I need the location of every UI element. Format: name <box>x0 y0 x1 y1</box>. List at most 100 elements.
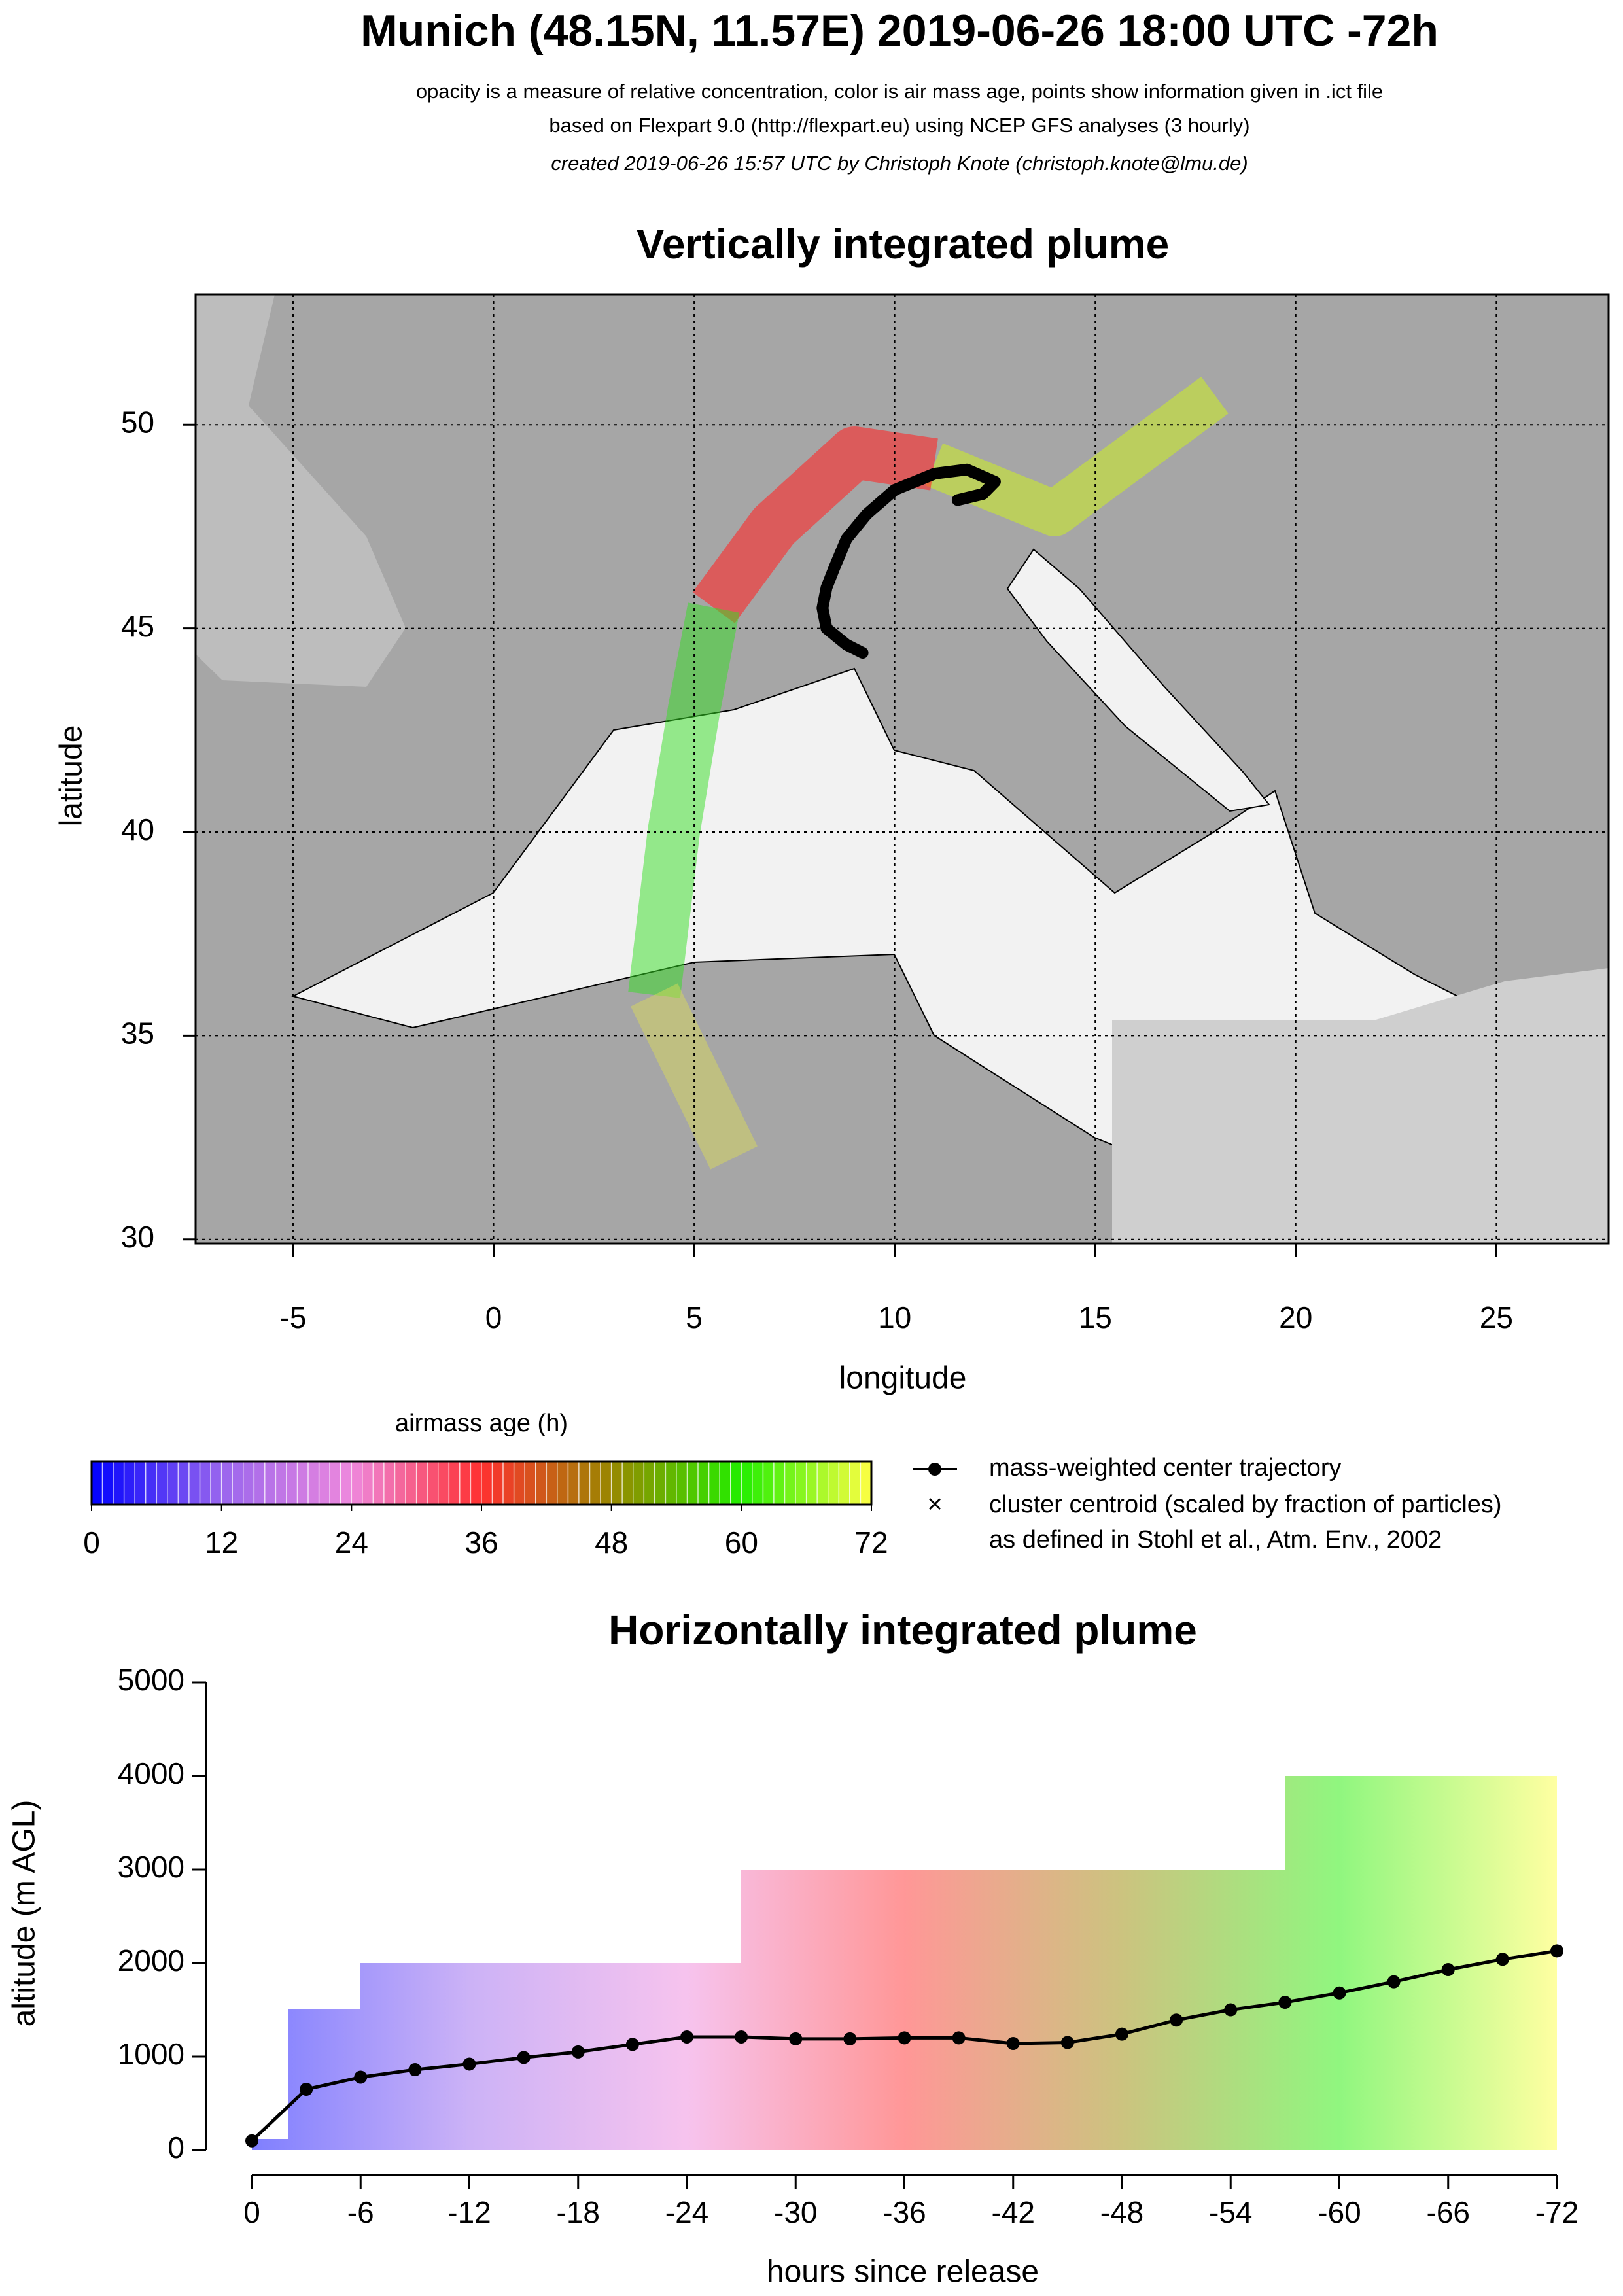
colorbar-cell <box>188 1461 201 1505</box>
colorbar-cell <box>134 1461 147 1505</box>
map-layer: -5 0 5 10 15 20 25 30 35 40 45 50 <box>121 294 1609 1334</box>
colorbar-cell <box>123 1461 135 1505</box>
colorbar-cell <box>491 1461 504 1505</box>
subtitle: opacity is a measure of relative concent… <box>416 80 1383 103</box>
colorbar-cell <box>210 1461 222 1505</box>
colorbar-cell <box>773 1461 786 1505</box>
colorbar-cell <box>752 1461 764 1505</box>
x-tick-label: -12 <box>447 2195 491 2229</box>
center-altitude-point <box>1006 2036 1020 2050</box>
center-altitude-point <box>1278 1996 1292 2009</box>
colorbar-tick-label: 12 <box>205 1525 238 1559</box>
colorbar-tick-label: 60 <box>725 1525 758 1559</box>
center-altitude-point <box>1495 1953 1509 1966</box>
colorbar-cell <box>719 1461 731 1505</box>
colorbar-cell <box>275 1461 287 1505</box>
center-altitude-point <box>843 2032 857 2045</box>
colorbar-title: airmass age (h) <box>395 1410 568 1437</box>
center-altitude-point <box>1387 1975 1401 1989</box>
legend-dot <box>928 1463 941 1476</box>
colorbar-cell <box>502 1461 515 1505</box>
x-tick-label: -42 <box>992 2195 1035 2229</box>
colorbar-cell <box>838 1461 850 1505</box>
colorbar-cell <box>600 1461 612 1505</box>
colorbar-cell <box>253 1461 266 1505</box>
colorbar-cell <box>307 1461 320 1505</box>
colorbar-cell <box>828 1461 840 1505</box>
colorbar-cell <box>394 1461 406 1505</box>
x-tick-label: -54 <box>1209 2195 1252 2229</box>
center-altitude-point <box>1224 2003 1238 2017</box>
y-axis-label: latitude <box>54 725 89 827</box>
map-frame <box>194 293 1610 1245</box>
colorbar-cell <box>415 1461 428 1505</box>
colorbar-cell <box>145 1461 158 1505</box>
colorbar-cell <box>340 1461 353 1505</box>
colorbar-cell <box>329 1461 341 1505</box>
center-altitude-point <box>462 2057 476 2071</box>
colorbar: 0 12 24 36 48 60 72 <box>83 1460 888 1559</box>
center-altitude-point <box>1550 1944 1563 1958</box>
center-altitude-point <box>952 2031 966 2045</box>
center-altitude-point <box>1441 1963 1455 1977</box>
y-axis-label: altitude (m AGL) <box>7 1800 42 2027</box>
colorbar-cell <box>101 1461 114 1505</box>
center-altitude-point <box>245 2134 258 2148</box>
legend-cross: × <box>927 1490 942 1519</box>
colorbar-cell <box>524 1461 536 1505</box>
colorbar-cell <box>383 1461 396 1505</box>
colorbar-cell <box>816 1461 829 1505</box>
y-tick-label: 4000 <box>118 1756 184 1790</box>
x-tick-label: -24 <box>665 2195 708 2229</box>
altitude-layer: 0 1000 2000 3000 4000 5000 0 -6 -12 -18 -24 -30 -36 -… <box>118 1663 1579 2229</box>
x-tick-label: -36 <box>882 2195 926 2229</box>
x-tick-label: -5 <box>280 1300 307 1334</box>
colorbar-cell <box>589 1461 601 1505</box>
x-tick-label: -30 <box>774 2195 817 2229</box>
center-altitude-point <box>680 2030 693 2044</box>
center-altitude-point <box>408 2063 422 2077</box>
center-altitude-point <box>1115 2027 1128 2041</box>
center-altitude-point <box>300 2083 313 2096</box>
colorbar-cell <box>405 1461 417 1505</box>
colorbar-cell <box>805 1461 818 1505</box>
y-tick-label: 0 <box>167 2131 184 2165</box>
x-tick-label: -66 <box>1427 2195 1470 2229</box>
legend-text: cluster centroid (scaled by fraction of … <box>989 1491 1502 1518</box>
colorbar-cell <box>849 1461 862 1505</box>
colorbar-cell <box>621 1461 634 1505</box>
colorbar-cell <box>676 1461 688 1505</box>
y-tick-label: 45 <box>121 609 154 643</box>
center-altitude-point <box>898 2031 911 2045</box>
y-tick-label: 2000 <box>118 1943 184 1977</box>
x-tick-label: -60 <box>1318 2195 1361 2229</box>
colorbar-cell <box>372 1461 385 1505</box>
colorbar-cell <box>643 1461 655 1505</box>
x-tick-label: 0 <box>485 1300 502 1334</box>
y-tick-label: 1000 <box>118 2037 184 2071</box>
colorbar-tick-label: 48 <box>595 1525 628 1559</box>
colorbar-cell <box>232 1461 244 1505</box>
colorbar-cell <box>654 1461 667 1505</box>
plume-shading <box>252 1776 1557 2150</box>
colorbar-cell <box>513 1461 525 1505</box>
colorbar-cell <box>470 1461 482 1505</box>
colorbar-cell <box>784 1461 796 1505</box>
center-altitude-point <box>1170 2013 1183 2027</box>
colorbar-cell <box>438 1461 450 1505</box>
x-tick-label: -18 <box>557 2195 600 2229</box>
colorbar-cell <box>459 1461 472 1505</box>
colorbar-cell <box>362 1461 374 1505</box>
colorbar-cell <box>264 1461 277 1505</box>
x-axis-label: longitude <box>839 1361 967 1396</box>
colorbar-cell <box>697 1461 710 1505</box>
x-tick-label: 10 <box>878 1300 911 1334</box>
colorbar-cell <box>762 1461 775 1505</box>
colorbar-cell <box>730 1461 742 1505</box>
colorbar-cell <box>177 1461 190 1505</box>
colorbar-cell <box>686 1461 699 1505</box>
colorbar-cell <box>633 1461 645 1505</box>
center-altitude-point <box>1333 1986 1346 2000</box>
x-tick-label: 0 <box>243 2195 260 2229</box>
